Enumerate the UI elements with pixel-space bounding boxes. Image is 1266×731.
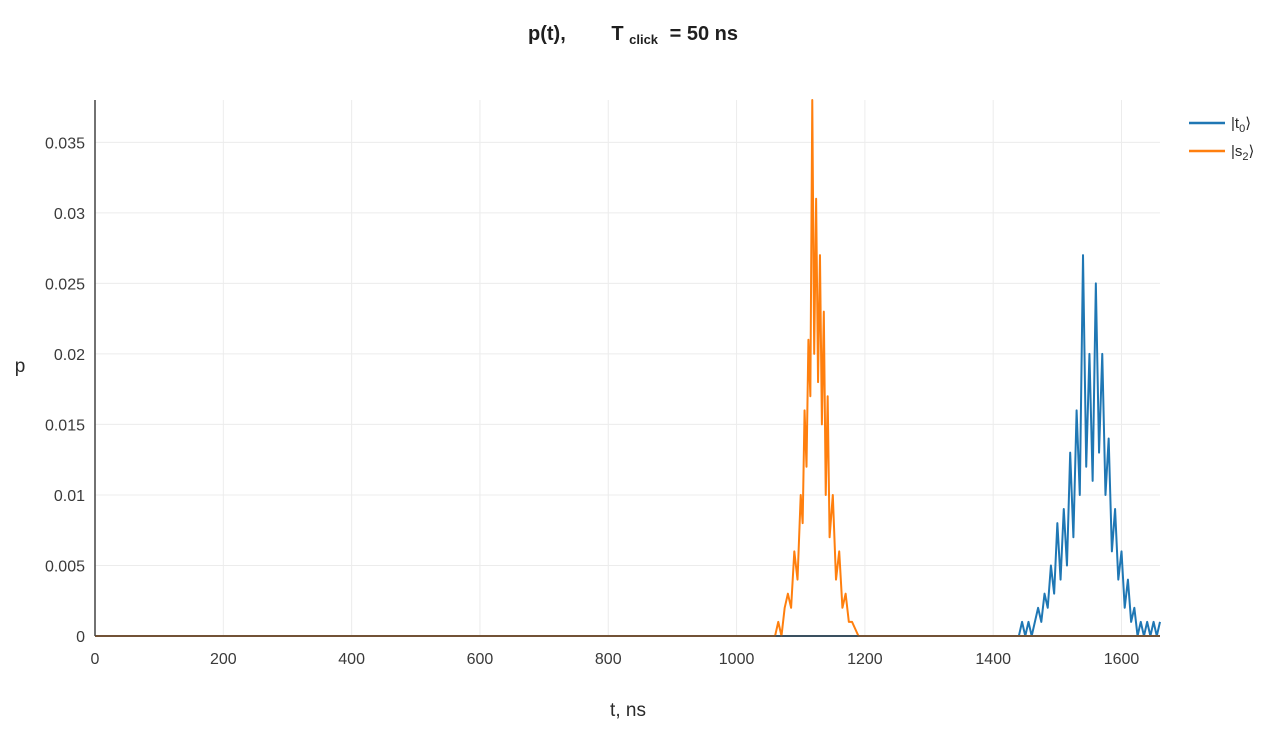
grid-lines: [95, 100, 1160, 636]
x-tick-label: 1200: [847, 651, 883, 668]
y-tick-label: 0.02: [54, 347, 85, 364]
y-tick-label: 0: [76, 629, 85, 646]
legend[interactable]: |t0⟩ |s2⟩: [1189, 115, 1254, 163]
y-tick-label: 0.03: [54, 206, 85, 223]
x-axis-label: t, ns: [610, 700, 646, 721]
x-tick-label: 800: [595, 651, 622, 668]
legend-item-0[interactable]: |t0⟩: [1189, 115, 1251, 135]
x-tick-label: 200: [210, 651, 237, 668]
y-tick-label: 0.005: [45, 558, 85, 575]
y-tick-label: 0.035: [45, 135, 85, 152]
x-tick-label: 0: [91, 651, 100, 668]
axes: [95, 100, 1160, 636]
plot-area: [95, 100, 1160, 636]
chart-title-left: p(t),: [528, 23, 566, 45]
legend-label: |t0⟩: [1231, 115, 1251, 135]
y-tick-label: 0.025: [45, 276, 85, 293]
y-axis-label: p: [15, 356, 26, 377]
x-tick-label: 1000: [719, 651, 755, 668]
x-tick-label: 400: [338, 651, 365, 668]
series-line-0: [95, 255, 1160, 636]
x-tick-label: 1600: [1104, 651, 1140, 668]
chart-title-right: = 50 ns: [670, 23, 738, 45]
chart-title-subscript: click: [629, 32, 659, 47]
y-tick-label: 0.015: [45, 417, 85, 434]
x-tick-label: 600: [467, 651, 494, 668]
legend-label: |s2⟩: [1231, 143, 1254, 163]
x-tick-label: 1400: [975, 651, 1011, 668]
chart-title-symbol: T: [611, 23, 623, 45]
chart-title: p(t), T click = 50 ns: [528, 23, 738, 49]
y-tick-label: 0.01: [54, 488, 85, 505]
legend-item-1[interactable]: |s2⟩: [1189, 143, 1254, 163]
tick-labels: 0 200 400 600 800 1000 1200 1400 1600 0 0.005 0.01 0…: [45, 135, 1139, 668]
series-line-1: [95, 100, 1160, 636]
